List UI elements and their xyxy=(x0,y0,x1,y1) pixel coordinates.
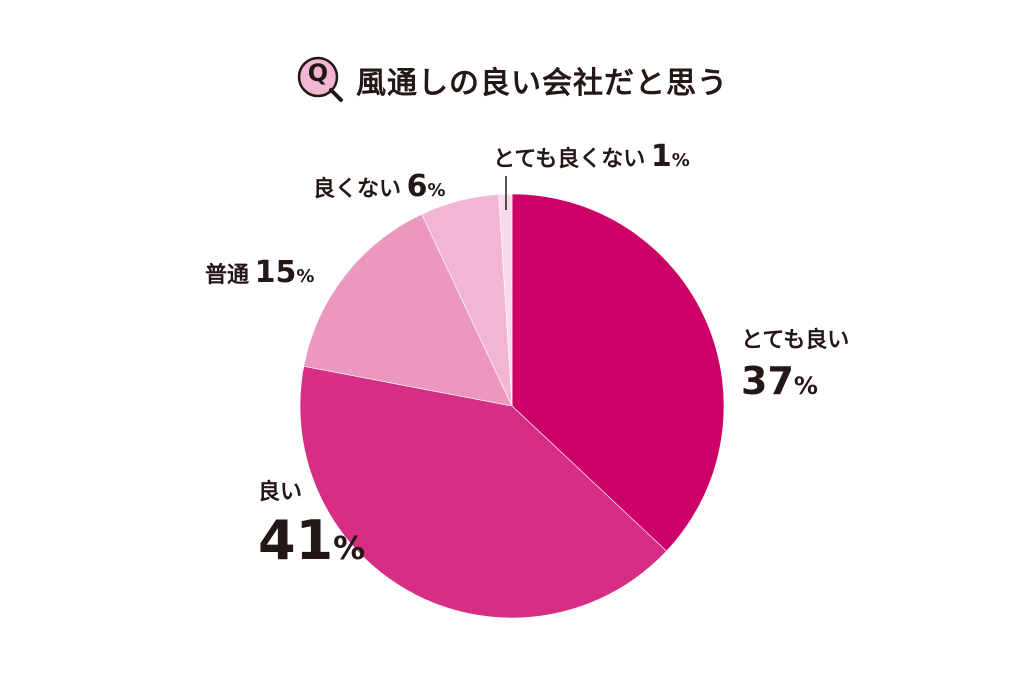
label-good-value: 41 xyxy=(258,509,334,572)
label-normal-name: 普通 xyxy=(205,263,250,288)
label-very-bad-name: とても良くない xyxy=(493,147,646,172)
label-bad: 良くない 6% xyxy=(313,172,446,202)
label-normal-value: 15 xyxy=(254,255,297,290)
question-icon: Q xyxy=(296,55,346,105)
slice-normal xyxy=(303,213,513,407)
label-bad-value: 6 xyxy=(406,169,428,204)
label-good-unit: % xyxy=(333,529,366,567)
label-very-good-unit: % xyxy=(793,372,818,400)
label-very-bad-value: 1 xyxy=(650,139,672,174)
chart-title: Q 風通しの良い会社だと思う xyxy=(0,52,1024,108)
slice-good xyxy=(299,365,667,619)
label-very-good: とても良い 37% xyxy=(741,328,850,403)
label-bad-unit: % xyxy=(427,180,446,201)
label-very-good-name: とても良い xyxy=(741,328,850,353)
question-letter: Q xyxy=(307,59,329,87)
label-good: 良い 41% xyxy=(258,482,365,568)
title-text: 風通しの良い会社だと思う xyxy=(356,66,728,101)
label-normal-unit: % xyxy=(296,266,315,287)
label-very-bad-unit: % xyxy=(671,150,690,171)
slice-very-good xyxy=(511,193,725,552)
label-very-good-value: 37 xyxy=(741,359,794,403)
label-good-name: 良い xyxy=(258,480,303,505)
label-very-bad: とても良くない 1% xyxy=(493,142,690,172)
label-normal: 普通 15% xyxy=(205,258,314,288)
label-bad-name: 良くない xyxy=(313,177,402,202)
